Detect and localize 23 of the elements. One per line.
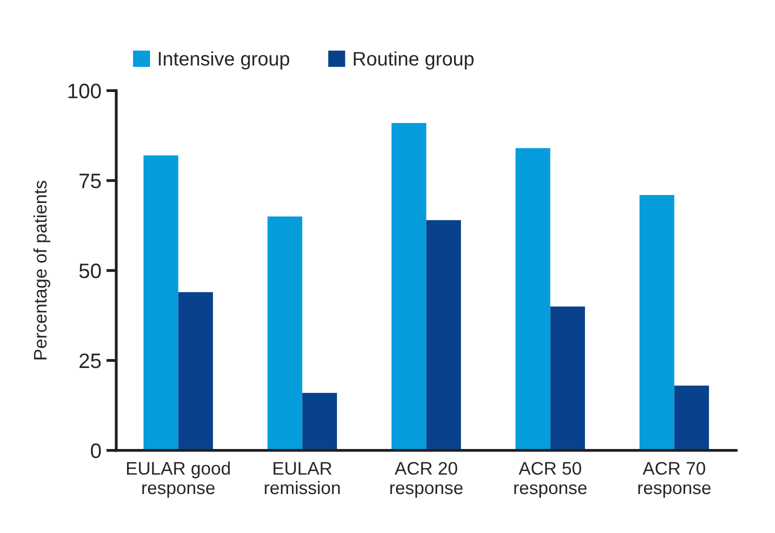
bar	[640, 194, 674, 450]
x-tick-label: EULAR good response	[127, 461, 230, 498]
bar	[392, 122, 426, 450]
x-tick-label: ACR 50 response	[514, 462, 587, 498]
y-axis-title: Percentage of patients	[33, 180, 50, 360]
bar	[674, 386, 709, 450]
legend-label: Routine group	[354, 51, 474, 70]
x-tick-label: ACR 20 response	[390, 462, 463, 498]
bar	[516, 148, 550, 450]
y-tick-label: 75	[80, 174, 101, 188]
y-tick-label: 25	[80, 353, 101, 368]
bar	[302, 392, 337, 450]
bar	[178, 292, 213, 450]
y-tick-label: 100	[68, 84, 101, 98]
bar	[550, 306, 585, 450]
legend-label: Intensive group	[158, 51, 290, 70]
y-tick-label: 0	[90, 443, 101, 458]
bar	[144, 155, 178, 450]
y-tick-label: 50	[79, 264, 101, 278]
bar	[268, 216, 302, 450]
bar	[426, 220, 461, 450]
x-tick-label: ACR 70 response	[638, 462, 711, 498]
x-tick-label: EULAR remission	[264, 462, 340, 494]
